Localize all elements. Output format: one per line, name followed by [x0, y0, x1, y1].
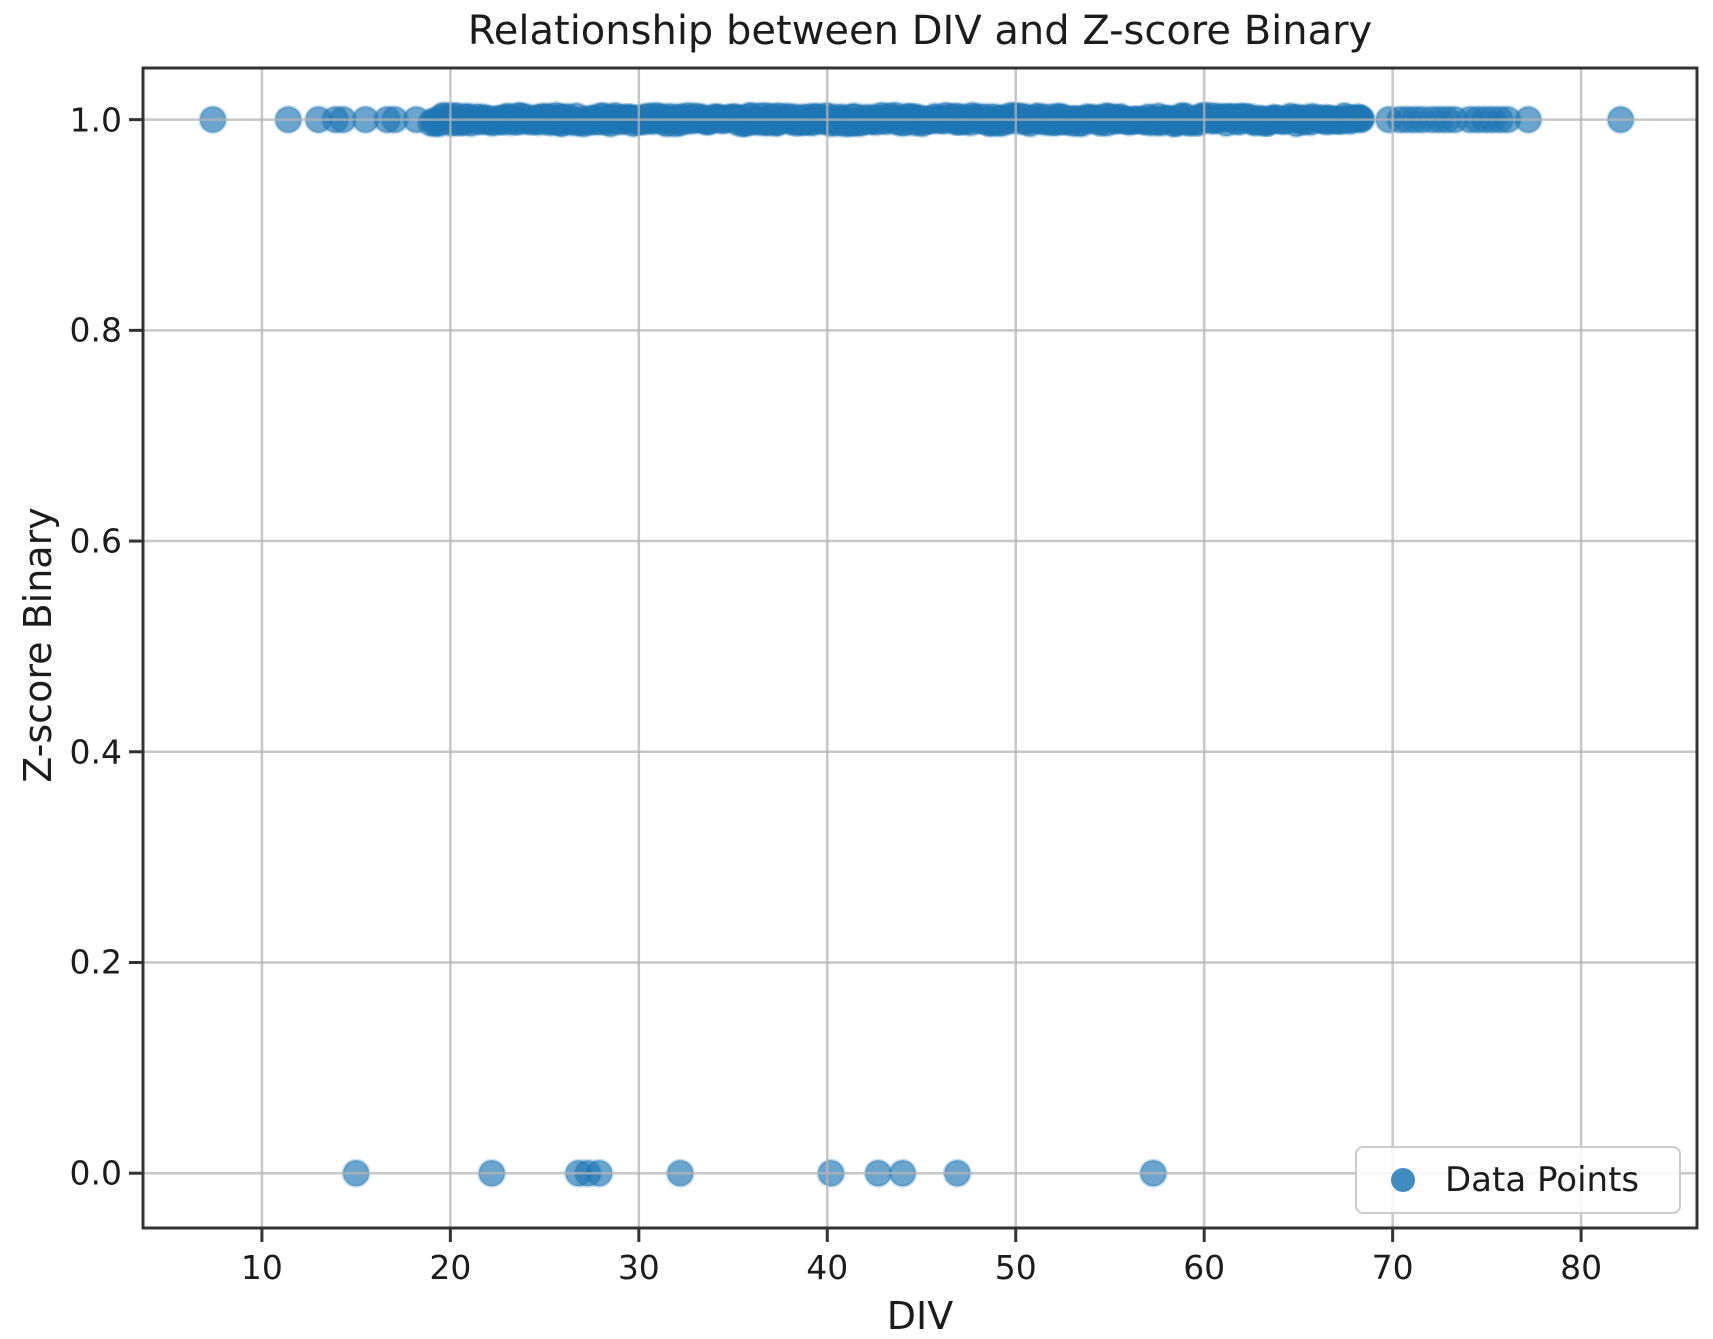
x-tick-label-40: 40	[806, 1248, 849, 1287]
legend-marker-icon	[1391, 1168, 1415, 1192]
x-tick-label-80: 80	[1560, 1248, 1603, 1287]
x-tick-label-50: 50	[994, 1248, 1037, 1287]
y-tick-label-0.4: 0.4	[69, 732, 122, 772]
scatter-points-layer	[198, 100, 1636, 1188]
x-tick-label-30: 30	[617, 1248, 660, 1287]
legend: Data Points	[1355, 1146, 1681, 1214]
y-tick-label-1.0: 1.0	[69, 100, 122, 140]
chart-title: Relationship between DIV and Z-score Bin…	[467, 8, 1373, 54]
y-tick-label-0.8: 0.8	[69, 310, 122, 350]
y-tick-label-0.2: 0.2	[69, 942, 122, 982]
x-tick-label-70: 70	[1371, 1248, 1414, 1287]
grid-layer	[143, 68, 1697, 1228]
x-tick-label-60: 60	[1183, 1248, 1226, 1287]
plot-border	[141, 66, 1699, 1230]
x-tick-label-10: 10	[240, 1248, 283, 1287]
legend-label: Data Points	[1445, 1160, 1640, 1200]
y-tick-label-0.0: 0.0	[69, 1153, 122, 1193]
axes-layer	[129, 66, 1699, 1242]
y-tick-label-0.6: 0.6	[69, 521, 122, 561]
x-axis-label: DIV	[886, 1294, 954, 1338]
x-tick-label-20: 20	[429, 1248, 472, 1287]
